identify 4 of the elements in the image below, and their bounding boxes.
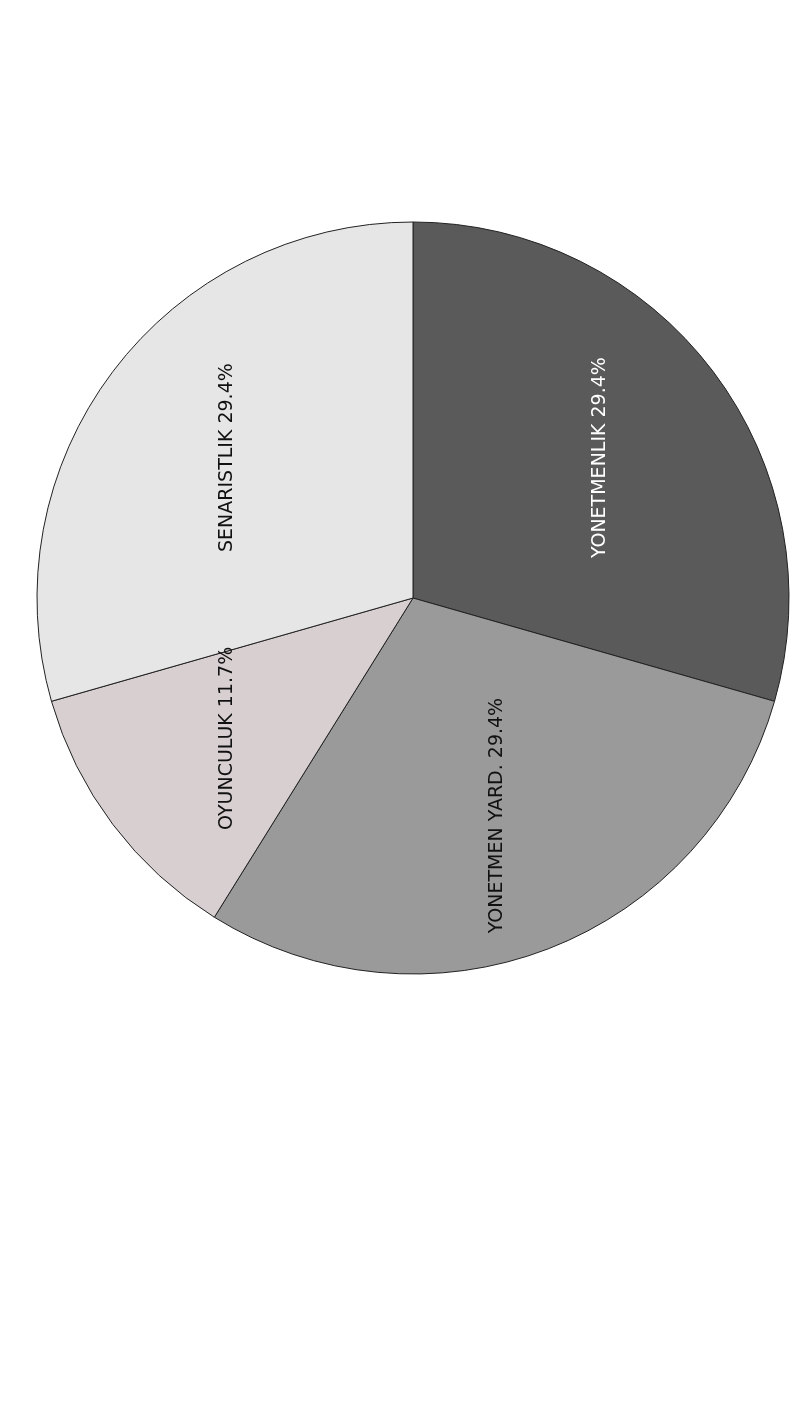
slice-label: YONETMENLIK 29.4%	[586, 357, 609, 560]
slice-label: SENARISTLIK 29.4%	[214, 363, 237, 553]
slice-label: OYUNCULUK 11.7%	[214, 646, 237, 830]
slice-label: YONETMEN YARD. 29.4%	[484, 697, 507, 935]
